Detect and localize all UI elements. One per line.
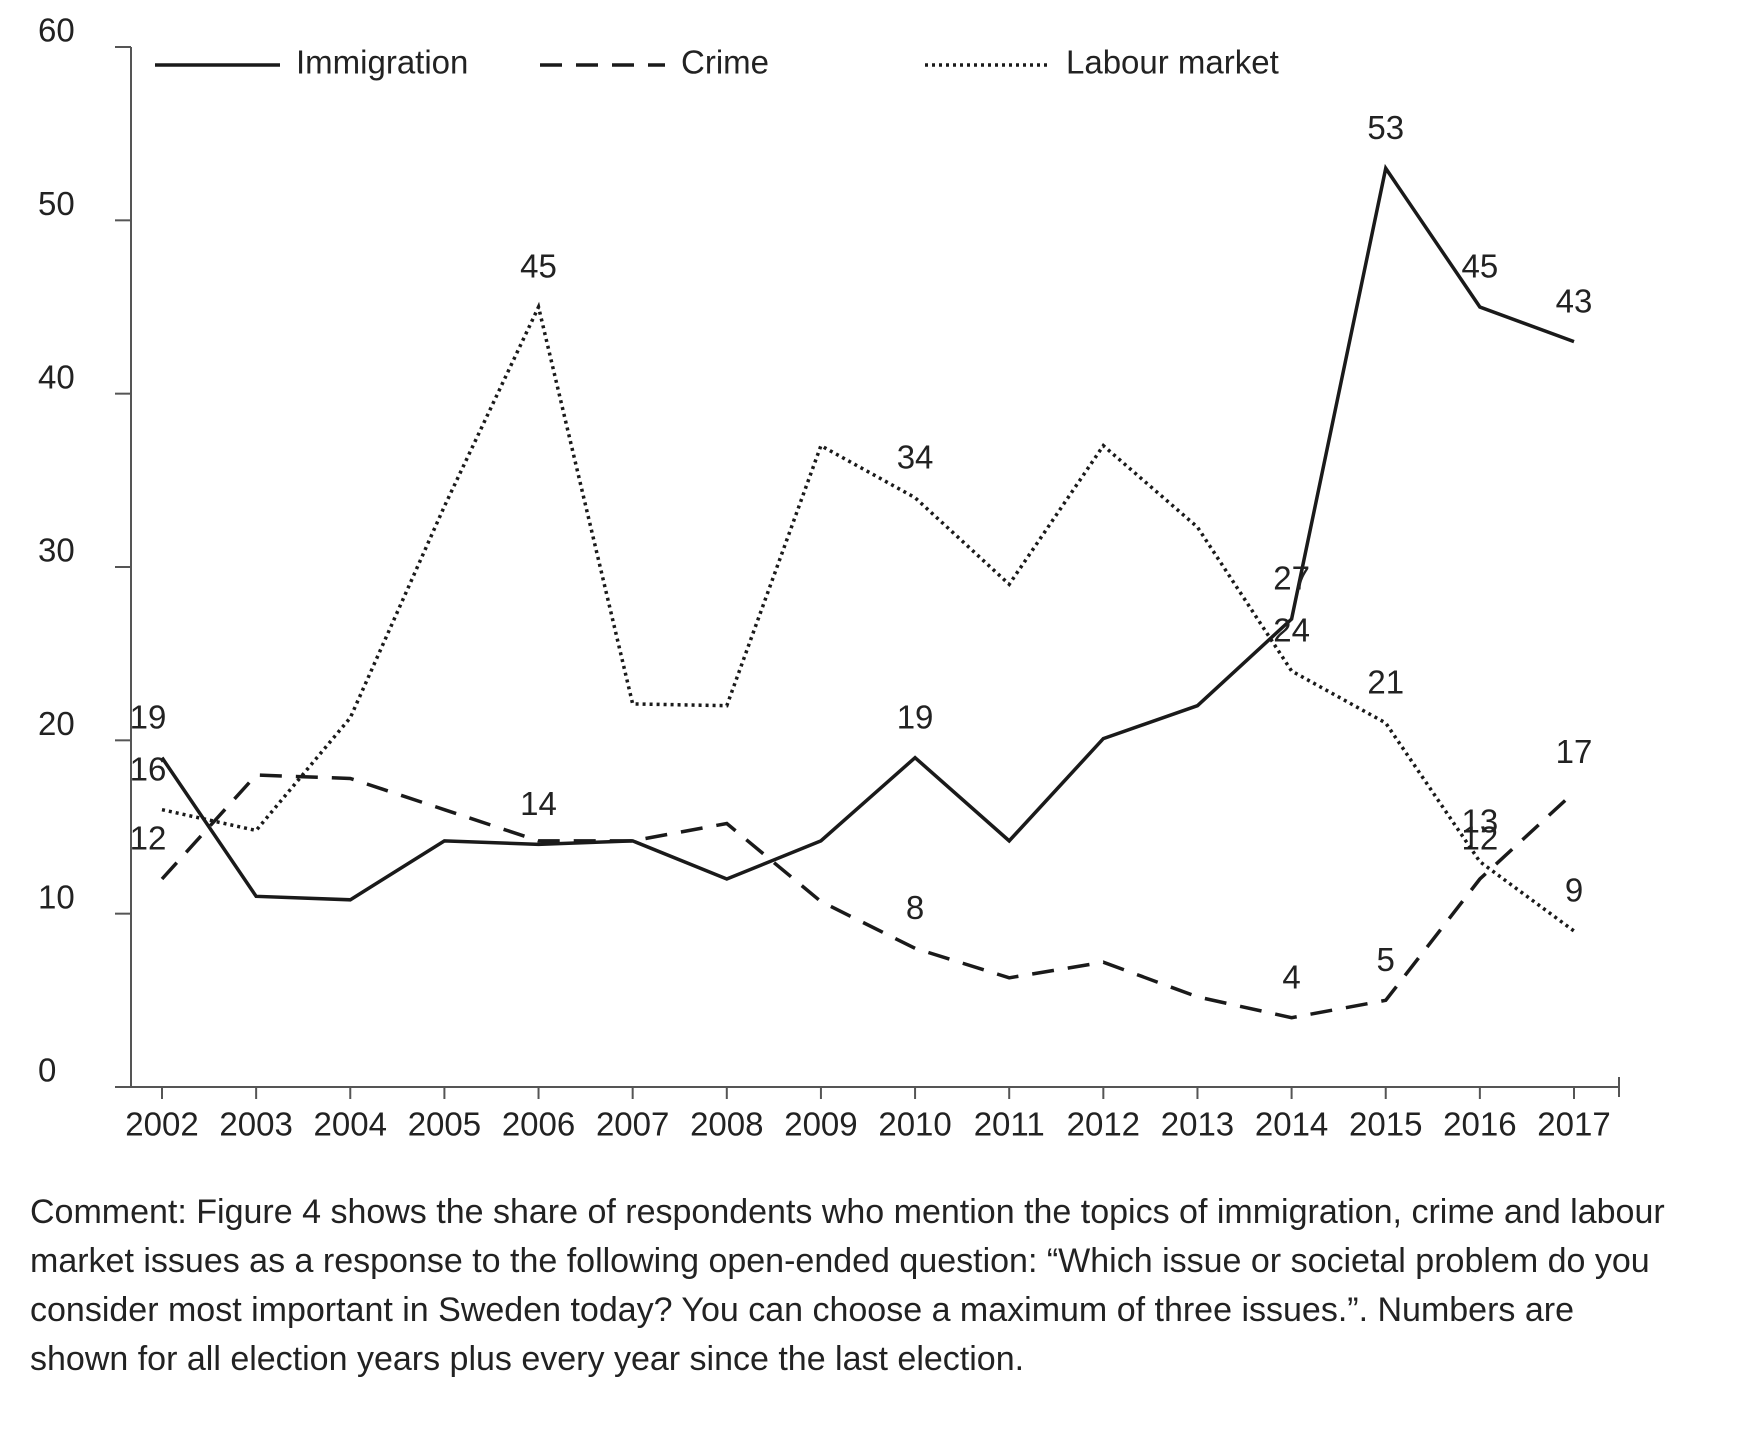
data-label: 19 xyxy=(897,698,934,735)
chart-note: Comment: Figure 4 shows the share of res… xyxy=(30,1193,1665,1378)
series-line xyxy=(160,163,1575,902)
chart: 0 10 20 30 40 50 60 2002 2003 2004 2005 2006 2007 200… xyxy=(38,12,1620,1143)
x-tick-label: 2008 xyxy=(690,1106,763,1143)
data-label: 27 xyxy=(1273,560,1310,597)
x-tick-label: 2003 xyxy=(219,1106,292,1143)
legend-label: Labour market xyxy=(1066,44,1279,81)
data-label: 12 xyxy=(130,820,167,857)
data-label: 17 xyxy=(1556,733,1593,770)
x-tick-label: 2014 xyxy=(1255,1106,1328,1143)
data-label: 21 xyxy=(1367,664,1404,701)
series-line xyxy=(160,773,1576,1020)
legend-label: Immigration xyxy=(296,44,468,81)
data-label: 45 xyxy=(520,248,557,285)
x-tick-label: 2016 xyxy=(1443,1106,1516,1143)
y-tick-label: 30 xyxy=(38,532,75,569)
y-tick-label: 40 xyxy=(38,358,75,395)
x-tick-label: 2007 xyxy=(596,1106,669,1143)
x-tick-label: 2017 xyxy=(1537,1106,1610,1143)
x-tick-label: 2010 xyxy=(878,1106,951,1143)
data-label: 19 xyxy=(130,698,167,735)
data-label: 13 xyxy=(1462,802,1499,839)
x-tick-label: 2012 xyxy=(1067,1106,1140,1143)
data-label: 9 xyxy=(1565,872,1583,909)
x-tick-label: 2004 xyxy=(314,1106,387,1143)
y-tick-label: 0 xyxy=(38,1052,56,1089)
data-label: 4 xyxy=(1282,958,1300,995)
data-label: 5 xyxy=(1377,941,1395,978)
y-tick-label: 20 xyxy=(38,705,75,742)
y-tick-label: 50 xyxy=(38,185,75,222)
x-tick-label: 2013 xyxy=(1161,1106,1234,1143)
data-label: 45 xyxy=(1462,248,1499,285)
x-tick-label: 2006 xyxy=(502,1106,575,1143)
data-label: 43 xyxy=(1556,282,1593,319)
y-tick-label: 60 xyxy=(38,12,75,49)
x-tick-label: 2011 xyxy=(974,1106,1045,1143)
series-line xyxy=(161,301,1576,933)
data-label: 34 xyxy=(897,438,934,475)
data-label: 24 xyxy=(1273,612,1310,649)
x-tick-label: 2009 xyxy=(784,1106,857,1143)
x-tick-label: 2015 xyxy=(1349,1106,1422,1143)
x-tick-label: 2005 xyxy=(408,1106,481,1143)
y-tick-label: 10 xyxy=(38,878,75,915)
data-label: 12 xyxy=(1462,820,1499,857)
legend-label: Crime xyxy=(681,44,769,81)
data-label: 8 xyxy=(906,889,924,926)
data-label: 16 xyxy=(130,750,167,787)
data-label: 53 xyxy=(1367,109,1404,146)
x-tick-label: 2002 xyxy=(125,1106,198,1143)
data-label: 14 xyxy=(520,785,557,822)
